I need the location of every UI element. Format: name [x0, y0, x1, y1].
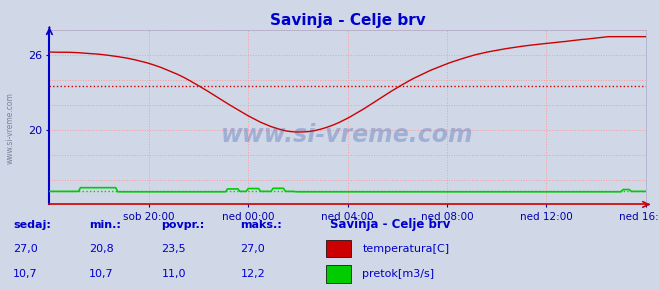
Bar	[326, 265, 351, 283]
Text: temperatura[C]: temperatura[C]	[362, 244, 449, 253]
Text: 10,7: 10,7	[89, 269, 113, 279]
Text: pretok[m3/s]: pretok[m3/s]	[362, 269, 434, 279]
Bar	[326, 240, 351, 257]
Text: 20,8: 20,8	[89, 244, 114, 254]
Text: www.si-vreme.com: www.si-vreme.com	[5, 92, 14, 164]
Text: 11,0: 11,0	[161, 269, 186, 279]
Text: 23,5: 23,5	[161, 244, 186, 254]
Text: min.:: min.:	[89, 220, 121, 230]
Text: povpr.:: povpr.:	[161, 220, 205, 230]
Text: 10,7: 10,7	[13, 269, 38, 279]
Text: www.si-vreme.com: www.si-vreme.com	[221, 123, 474, 147]
Text: 12,2: 12,2	[241, 269, 266, 279]
Title: Savinja - Celje brv: Savinja - Celje brv	[270, 13, 426, 28]
Text: maks.:: maks.:	[241, 220, 282, 230]
Text: 27,0: 27,0	[13, 244, 38, 254]
Text: Savinja - Celje brv: Savinja - Celje brv	[330, 218, 450, 231]
Text: 27,0: 27,0	[241, 244, 266, 254]
Text: sedaj:: sedaj:	[13, 220, 51, 230]
